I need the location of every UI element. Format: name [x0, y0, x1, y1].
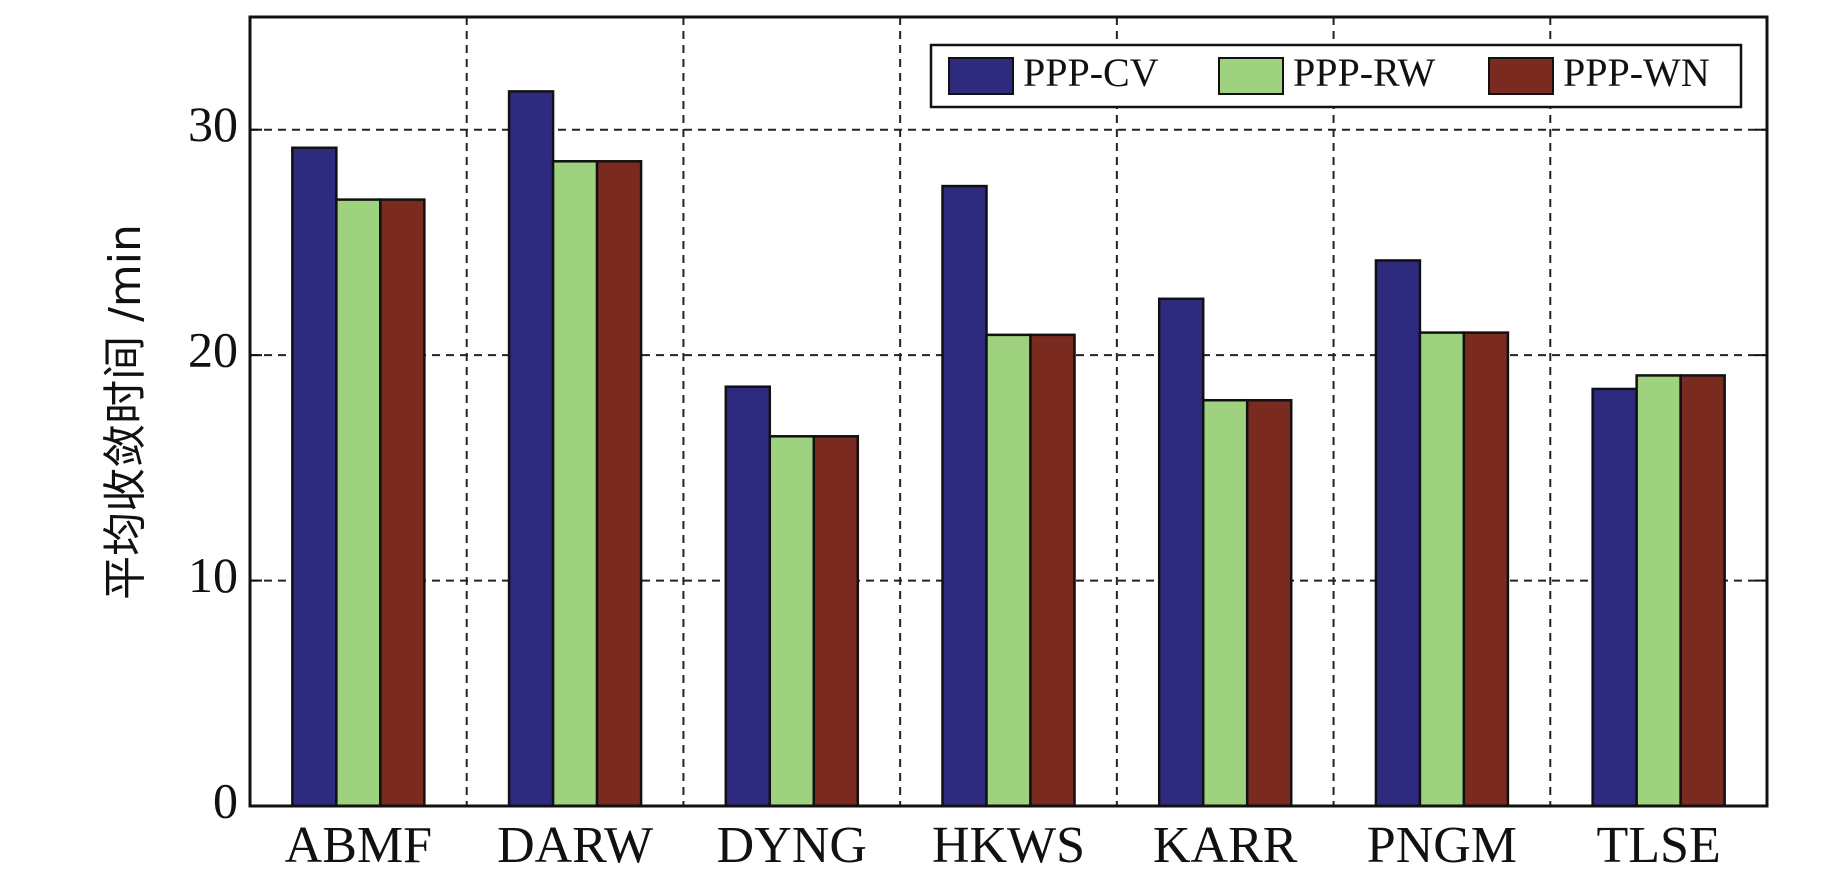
bar-ppp-wn-hkws	[1029, 333, 1076, 808]
bar-ppp-cv-tlse	[1591, 387, 1638, 808]
legend-box	[929, 43, 1743, 109]
x-tick-label: HKWS	[932, 817, 1085, 874]
bar-ppp-cv-dyng	[724, 385, 772, 808]
bar-ppp-cv-hkws	[941, 184, 988, 808]
x-tick-label: KARR	[1153, 817, 1298, 874]
y-tick-label: 20	[188, 322, 238, 378]
legend-swatch-ppp-rw	[1218, 57, 1284, 95]
bar-ppp-rw-hkws	[985, 333, 1032, 808]
x-tick-label: ABMF	[285, 817, 432, 874]
bar-ppp-rw-dyng	[768, 435, 816, 808]
legend: PPP-CV PPP-RW PPP-WN	[929, 43, 1743, 109]
legend-swatch-ppp-wn	[1488, 57, 1554, 95]
bars	[291, 90, 1726, 808]
bar-ppp-cv-abmf	[291, 146, 338, 808]
bar-ppp-wn-karr	[1245, 398, 1293, 808]
bar-ppp-rw-darw	[551, 160, 599, 808]
x-tick-label: DYNG	[717, 817, 867, 874]
legend-label-ppp-cv: PPP-CV	[1023, 50, 1159, 95]
legend-swatch-ppp-cv	[948, 57, 1014, 95]
bar-ppp-wn-tlse	[1679, 374, 1726, 808]
bar-ppp-rw-karr	[1201, 398, 1249, 808]
legend-label-ppp-rw: PPP-RW	[1293, 50, 1436, 95]
bar-ppp-cv-pngm	[1374, 259, 1422, 808]
x-tick-label: TLSE	[1597, 817, 1721, 874]
y-tick-label: 10	[188, 547, 238, 603]
y-axis-ticks: 0 10 20 30	[188, 96, 1767, 828]
x-tick-label: DARW	[497, 817, 653, 874]
bar-ppp-wn-pngm	[1462, 331, 1510, 808]
x-tick-label: PNGM	[1367, 817, 1517, 874]
legend-label-ppp-wn: PPP-WN	[1563, 50, 1710, 95]
plot-frame	[248, 15, 1769, 808]
bar-ppp-rw-tlse	[1635, 374, 1682, 808]
y-tick-label: 30	[188, 96, 238, 152]
bar-ppp-wn-dyng	[812, 435, 860, 808]
bar-ppp-cv-darw	[507, 90, 555, 808]
y-tick-label: 0	[213, 772, 238, 828]
y-axis-label: 平均收敛时间 /min	[100, 224, 151, 600]
bar-ppp-rw-abmf	[335, 198, 382, 808]
bar-ppp-wn-abmf	[379, 198, 426, 808]
bar-ppp-cv-karr	[1157, 297, 1205, 808]
x-axis-ticks: ABMF DARW DYNG HKWS KARR PNGM TLSE	[285, 817, 1721, 874]
bar-ppp-wn-darw	[595, 160, 643, 808]
bar-ppp-rw-pngm	[1418, 331, 1466, 808]
